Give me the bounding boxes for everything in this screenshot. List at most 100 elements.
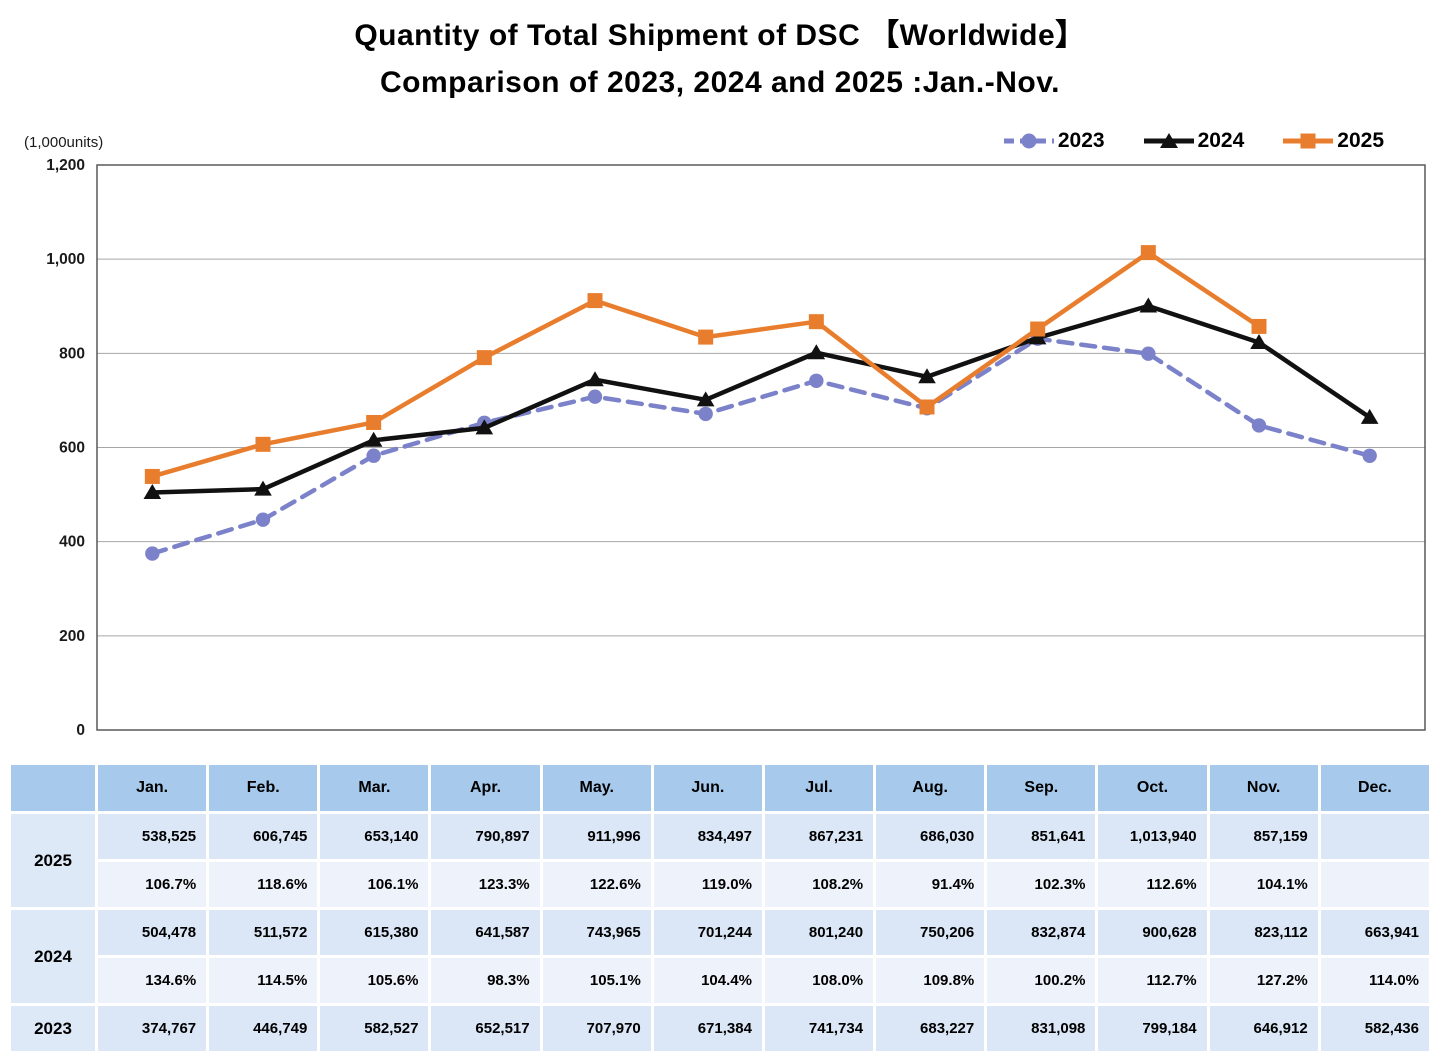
series-2024-marker-triangle — [475, 419, 494, 435]
yoy-percent-cell: 98.3% — [431, 958, 540, 1003]
yoy-percent-cell: 127.2% — [1209, 958, 1318, 1003]
series-2024-marker-triangle — [918, 368, 936, 384]
shipment-cell — [1320, 814, 1429, 859]
shipment-cell: 801,240 — [764, 910, 874, 955]
yoy-percent-cell: 134.6% — [98, 958, 207, 1003]
shipment-cell: 1,013,940 — [1098, 814, 1207, 859]
month-header: Apr. — [431, 765, 540, 811]
shipment-cell: 671,384 — [653, 1006, 762, 1051]
series-2023-marker-circle — [698, 406, 713, 422]
shipment-cell: 683,227 — [876, 1006, 985, 1051]
data-table-section: Jan. Feb. Mar. Apr. May. Jun. Jul. Aug. Sep. Oct.… — [8, 762, 1432, 1054]
yoy-percent-cell: 122.6% — [542, 862, 651, 907]
year-label-2024: 2024 — [11, 910, 95, 1003]
table-corner-cell — [11, 765, 95, 811]
shipment-cell: 832,874 — [987, 910, 1096, 955]
series-2025-marker-square — [919, 399, 935, 415]
y-axis-tick-label: 1,200 — [46, 157, 85, 174]
series-2024-marker-triangle — [364, 431, 383, 447]
series-2025-marker-square — [366, 414, 382, 430]
chart-legend: 2023 2024 2025 — [1003, 129, 1384, 153]
plot-frame — [96, 164, 1426, 731]
yoy-percent-cell: 119.0% — [653, 862, 762, 907]
shipment-cell: 911,996 — [542, 814, 651, 859]
month-header: Aug. — [876, 765, 985, 811]
yoy-percent-cell: 106.7% — [98, 862, 207, 907]
table-row-yoy-2025: 106.7% 118.6% 106.1% 123.3% 122.6% 119.0% 108.… — [11, 862, 1429, 907]
shipment-data-table: Jan. Feb. Mar. Apr. May. Jun. Jul. Aug. Sep. Oct.… — [8, 762, 1432, 1054]
legend-square-marker-icon — [1283, 133, 1334, 149]
series-2023-marker-circle — [1362, 448, 1377, 463]
table-row-shipments-2023: 2023 374,767 446,749 582,527 652,517 707,970 6… — [11, 1006, 1429, 1051]
legend-label-2023: 2023 — [1057, 129, 1105, 152]
yoy-percent-cell: 108.2% — [764, 862, 874, 907]
series-2025-marker-square — [1251, 318, 1267, 334]
shipment-cell: 374,767 — [98, 1006, 207, 1051]
series-2023-marker-circle — [1141, 346, 1156, 361]
series-2024-marker-triangle — [1139, 297, 1158, 313]
month-header: Nov. — [1209, 765, 1318, 811]
shipment-cell: 646,912 — [1209, 1006, 1318, 1051]
table-row-shipments-2025: 2025 538,525 606,745 653,140 790,897 911,996 8… — [11, 814, 1429, 907]
shipment-cell: 790,897 — [431, 814, 540, 859]
shipment-cell: 582,436 — [1320, 1006, 1429, 1051]
series-2025-marker-square — [1030, 321, 1046, 337]
shipment-cell: 707,970 — [542, 1006, 651, 1051]
month-header: Oct. — [1098, 765, 1207, 811]
series-2024-marker-triangle — [143, 483, 162, 499]
yoy-percent-cell — [1320, 862, 1429, 907]
shipment-cell: 743,965 — [542, 910, 651, 955]
year-label-2023: 2023 — [11, 1006, 95, 1051]
series-2024-marker-triangle — [1028, 329, 1047, 345]
series-2023-marker-circle — [255, 512, 271, 527]
yoy-percent-cell: 118.6% — [209, 862, 318, 907]
yoy-percent-cell: 112.6% — [1098, 862, 1207, 907]
yoy-percent-cell: 108.0% — [764, 958, 874, 1003]
shipment-cell: 857,159 — [1209, 814, 1318, 859]
series-line-2025 — [150, 250, 1262, 479]
shipment-cell: 741,734 — [764, 1006, 874, 1051]
legend-item-2023: 2023 — [1003, 129, 1105, 153]
line-chart: 0 200 400 600 800 1,000 1,200 — [46, 157, 1426, 739]
shipment-cell: 653,140 — [320, 814, 429, 859]
series-2025-marker-square — [1140, 245, 1156, 261]
shipment-cell: 831,098 — [987, 1006, 1096, 1051]
chart-title-line1: Quantity of Total Shipment of DSC 【World… — [354, 19, 1086, 52]
shipment-cell: 900,628 — [1098, 910, 1207, 955]
series-2023-marker-circle — [145, 546, 160, 561]
shipment-cell: 799,184 — [1098, 1006, 1207, 1051]
shipment-cell: 652,517 — [431, 1006, 540, 1051]
table-row-yoy-2024: 134.6% 114.5% 105.6% 98.3% 105.1% 104.4% 108.0… — [11, 958, 1429, 1003]
yoy-percent-cell: 112.7% — [1098, 958, 1207, 1003]
series-line-2023 — [150, 336, 1372, 556]
series-2024-marker-triangle — [254, 480, 272, 496]
series-line-2024 — [150, 303, 1372, 495]
shipment-cell: 504,478 — [98, 910, 207, 955]
yoy-percent-cell: 109.8% — [876, 958, 985, 1003]
y-axis-tick-label: 800 — [59, 345, 85, 362]
shipment-cell: 641,587 — [431, 910, 540, 955]
series-2024-marker-triangle — [1250, 333, 1268, 349]
legend-item-2025: 2025 — [1282, 129, 1384, 153]
month-header: Jan. — [98, 765, 207, 811]
month-header: Jul. — [764, 765, 874, 811]
series-2024-marker-triangle — [1360, 408, 1379, 424]
month-header: Feb. — [209, 765, 318, 811]
shipment-cell: 823,112 — [1209, 910, 1318, 955]
shipment-cell: 834,497 — [653, 814, 762, 859]
yoy-percent-cell: 114.0% — [1320, 958, 1429, 1003]
series-2024-marker-triangle — [586, 371, 604, 387]
legend-label-2024: 2024 — [1197, 129, 1245, 152]
yoy-percent-cell: 102.3% — [987, 862, 1096, 907]
month-header: Sep. — [987, 765, 1096, 811]
legend-triangle-marker-icon — [1143, 133, 1194, 148]
yoy-percent-cell: 100.2% — [987, 958, 1096, 1003]
yoy-percent-cell: 104.4% — [653, 958, 762, 1003]
series-2023-marker-circle — [809, 373, 824, 388]
y-axis-tick-label: 200 — [59, 628, 85, 645]
y-axis-tick-label: 400 — [59, 534, 85, 551]
month-header: Mar. — [320, 765, 429, 811]
shipment-cell: 582,527 — [320, 1006, 429, 1051]
shipment-cell: 867,231 — [764, 814, 874, 859]
shipment-cell: 511,572 — [209, 910, 318, 955]
